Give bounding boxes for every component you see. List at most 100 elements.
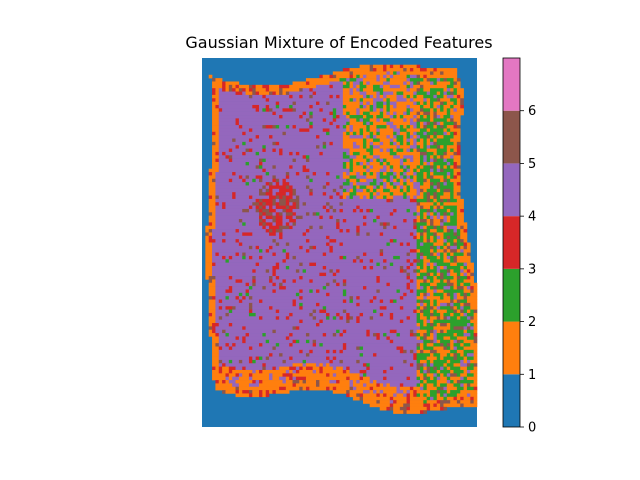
heatmap-cell-run: [433, 262, 438, 267]
heatmap-cell-run: [389, 299, 394, 304]
heatmap-cell-run: [403, 306, 417, 310]
heatmap-cell-run: [359, 98, 364, 102]
heatmap-cell-run: [373, 94, 377, 99]
heatmap-cell-run: [332, 373, 337, 377]
heatmap-cell-run: [393, 403, 404, 408]
heatmap-cell-run: [426, 78, 431, 82]
heatmap-cell-run: [450, 195, 454, 200]
heatmap-cell-run: [376, 383, 381, 388]
heatmap-cell-run: [329, 195, 334, 200]
heatmap-cell-run: [409, 376, 417, 381]
heatmap-cell-run: [222, 380, 226, 384]
heatmap-cell-run: [295, 151, 300, 156]
heatmap-cell-run: [369, 390, 374, 394]
heatmap-cell-run: [366, 161, 370, 166]
heatmap-cell-run: [342, 366, 347, 371]
heatmap-cell-run: [232, 172, 236, 176]
heatmap-cell-run: [416, 393, 421, 398]
heatmap-cell-run: [446, 366, 451, 371]
heatmap-cell-run: [373, 192, 377, 196]
heatmap-cell-run: [245, 222, 260, 227]
heatmap-cell-run: [413, 232, 417, 237]
heatmap-cell-run: [460, 98, 464, 102]
heatmap-cell-run: [383, 148, 387, 153]
heatmap-cell-run: [366, 125, 370, 129]
heatmap-cell-run: [349, 380, 354, 384]
heatmap-cell-run: [312, 225, 320, 230]
heatmap-cell-run: [366, 232, 370, 237]
heatmap-cell-run: [336, 74, 350, 79]
heatmap-cell-run: [215, 302, 250, 307]
heatmap-cell-run: [319, 74, 324, 79]
heatmap-cell-run: [285, 286, 324, 290]
heatmap-cell-run: [413, 212, 417, 216]
heatmap-cell-run: [389, 383, 401, 388]
heatmap-cell-run: [362, 252, 367, 257]
heatmap-cell-run: [446, 239, 454, 243]
heatmap-cell-run: [366, 366, 370, 371]
heatmap-cell-run: [386, 78, 391, 82]
colorbar-segment-3: [503, 216, 520, 269]
heatmap-cell-run: [252, 269, 256, 273]
heatmap-cell-run: [208, 202, 216, 206]
heatmap-cell-run: [466, 296, 478, 300]
heatmap-cell-run: [279, 151, 283, 156]
heatmap-cell-run: [326, 333, 334, 337]
heatmap-cell-run: [450, 138, 461, 143]
heatmap-cell-run: [346, 111, 350, 116]
heatmap-cell-run: [245, 178, 253, 183]
heatmap-cell-run: [460, 235, 468, 240]
heatmap-cell-run: [218, 125, 240, 129]
heatmap-cell-run: [473, 353, 478, 357]
heatmap-cell-run: [275, 91, 280, 96]
heatmap-cell-run: [393, 155, 401, 159]
heatmap-cell-run: [383, 94, 387, 99]
heatmap-cell-run: [359, 151, 370, 156]
heatmap-cell-run: [329, 81, 344, 86]
heatmap-cell-run: [436, 393, 441, 398]
heatmap-cell-run: [305, 333, 310, 337]
heatmap-cell-run: [289, 172, 297, 176]
heatmap-cell-run: [218, 356, 250, 361]
heatmap-cell-run: [362, 161, 367, 166]
heatmap-cell-run: [423, 108, 431, 112]
heatmap-cell-run: [406, 269, 414, 273]
heatmap-cell-run: [282, 249, 287, 253]
heatmap-cell-run: [440, 71, 444, 76]
heatmap-cell-run: [453, 118, 461, 123]
heatmap-cell-run: [430, 215, 434, 220]
heatmap-cell-run: [289, 84, 317, 89]
heatmap-cell-run: [255, 135, 260, 139]
heatmap-cell-run: [282, 235, 327, 240]
heatmap-cell-run: [419, 118, 431, 123]
heatmap-cell-run: [225, 151, 243, 156]
heatmap-cell-run: [423, 296, 427, 300]
heatmap-cell-run: [279, 148, 283, 153]
heatmap-cell-run: [269, 91, 273, 96]
heatmap-cell-run: [346, 229, 350, 233]
heatmap-cell-run: [386, 104, 391, 109]
heatmap-cell-run: [309, 125, 313, 129]
heatmap-cell-run: [453, 188, 461, 193]
heatmap-cell-run: [383, 84, 391, 89]
heatmap-cell-run: [450, 286, 454, 290]
heatmap-cell-run: [440, 393, 444, 398]
heatmap-cell-run: [342, 299, 347, 304]
heatmap-cell-run: [299, 195, 330, 200]
heatmap-cell-run: [215, 188, 260, 193]
heatmap-cell-run: [369, 145, 374, 149]
heatmap-cell-run: [208, 319, 216, 324]
heatmap-cell-run: [383, 182, 387, 186]
heatmap-cell-run: [302, 88, 310, 92]
heatmap-cell-run: [279, 115, 283, 119]
heatmap-cell-run: [248, 195, 253, 200]
heatmap-cell-run: [232, 195, 236, 200]
heatmap-cell-run: [359, 316, 370, 320]
heatmap-cell-run: [389, 336, 417, 341]
heatmap-cell-run: [383, 91, 394, 96]
heatmap-cell-run: [440, 104, 444, 109]
heatmap-cell-run: [416, 121, 421, 126]
heatmap-cell-run: [373, 104, 377, 109]
heatmap-cell-run: [245, 131, 283, 136]
heatmap-cell-run: [248, 94, 253, 99]
